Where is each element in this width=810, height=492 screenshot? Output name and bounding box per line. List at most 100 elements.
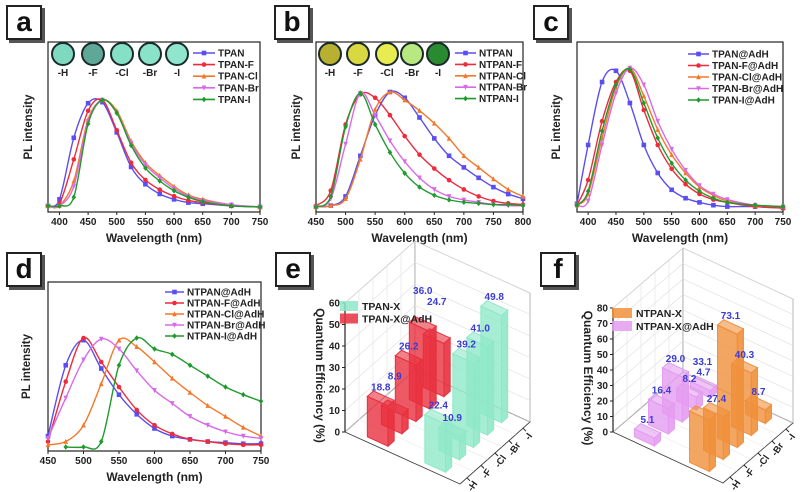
legend-item: NTPAN-Cl@AdH: [165, 310, 264, 321]
z-tick-label: 40: [329, 342, 341, 353]
series-NTPAN-F@AdH: [45, 335, 264, 448]
data-point: [205, 402, 211, 408]
data-point: [186, 198, 191, 203]
data-point: [387, 149, 393, 156]
chart-c: 400 450 500 550 600 650 700 750 Wavelength (nm) P…: [551, 41, 792, 245]
x-tick-label: 700: [223, 217, 240, 228]
data-point: [98, 336, 104, 342]
data-point: [171, 193, 177, 199]
data-point: [431, 192, 437, 199]
series-TPAN-F: [45, 97, 263, 210]
data-point: [240, 391, 246, 398]
data-point: [641, 93, 647, 99]
bar-NTPAN-X--H: [688, 405, 717, 473]
series-line: [576, 67, 784, 208]
z-tick-label: 50: [329, 320, 341, 331]
data-point: [134, 335, 140, 341]
panel-label-f: f: [540, 252, 576, 287]
data-point: [57, 197, 62, 202]
category-label: -I: [523, 431, 535, 442]
data-point: [491, 198, 496, 204]
legend-marker: [696, 51, 701, 57]
gridline: [612, 294, 794, 355]
bar-value-label: 8.7: [752, 387, 766, 398]
category-label: -Br: [507, 440, 524, 458]
data-point: [655, 118, 661, 124]
data-point: [417, 107, 422, 113]
plot-frame: [315, 41, 524, 213]
legend-item: NTPAN@AdH: [165, 288, 251, 299]
legend-label: TPAN: [218, 49, 244, 60]
data-point: [169, 431, 175, 437]
legend-item: TPAN-X@AdH: [340, 313, 432, 326]
plot-frame: [576, 41, 784, 213]
data-point: [599, 118, 605, 124]
bar-value-label: 5.1: [641, 415, 655, 426]
legend-marker: [696, 86, 701, 92]
x-tick-label: 650: [719, 217, 736, 228]
data-point: [461, 187, 467, 192]
inset-photo: -Br: [138, 42, 162, 79]
data-point: [627, 100, 633, 106]
panel-label-c: c: [533, 5, 569, 40]
legend-marker: [201, 96, 207, 103]
x-tick-label: 750: [485, 217, 502, 228]
x-tick-label: 650: [182, 456, 199, 467]
legend-label: NTPAN-Br@AdH: [187, 321, 265, 332]
data-point: [240, 424, 246, 430]
data-point: [585, 188, 591, 194]
z-axis-label: Quantum Efficiency (%): [313, 308, 327, 443]
data-point: [372, 106, 378, 112]
legend-marker: [696, 74, 701, 80]
legend-label: NTPAN-X: [636, 308, 682, 320]
inset-photo: -Br: [400, 42, 424, 79]
category-tick: [729, 476, 734, 481]
data-point: [655, 142, 661, 148]
data-point: [240, 433, 246, 439]
data-point: [599, 142, 605, 148]
z-tick-label: 0: [602, 428, 608, 439]
data-point: [186, 194, 191, 200]
bar-value-label: 29.0: [666, 354, 686, 365]
legend-item: NTPAN-Cl: [455, 71, 526, 82]
data-point: [655, 170, 661, 176]
data-point: [446, 177, 452, 183]
series-NTPAN-Cl@AdH: [45, 337, 264, 448]
series-TPAN-I@AdH: [574, 66, 786, 210]
legend-label: TPAN-F@AdH: [712, 61, 778, 72]
data-point: [402, 159, 408, 165]
bar-value-label: 73.1: [721, 311, 741, 322]
category-label: -I: [786, 432, 798, 443]
inset-label: -Br: [143, 68, 158, 79]
data-point: [343, 124, 348, 130]
data-point: [128, 164, 134, 170]
data-point: [476, 200, 481, 207]
inset-label: -Br: [405, 68, 420, 79]
bar-TPAN-X--Cl: [451, 347, 481, 449]
category-label: -Cl: [756, 453, 772, 470]
z-tick-label: 30: [329, 363, 341, 374]
data-point: [63, 379, 69, 384]
data-point: [223, 429, 228, 435]
data-point: [187, 362, 193, 369]
data-point: [655, 135, 661, 141]
data-point: [358, 90, 363, 96]
x-tick-label: 750: [252, 217, 269, 228]
data-point: [98, 438, 104, 445]
series-TPAN-Br: [45, 97, 263, 210]
bar-front-face: [387, 399, 395, 448]
data-point: [725, 199, 730, 206]
bar-value-label: 27.4: [707, 394, 727, 405]
data-point: [116, 362, 122, 369]
data-point: [187, 437, 193, 442]
data-point: [599, 79, 605, 85]
category-label: -F: [480, 467, 494, 481]
data-point: [461, 199, 467, 205]
x-tick-label: 700: [747, 217, 764, 228]
data-point: [613, 68, 619, 74]
plot-frame: [47, 41, 261, 213]
legend-marker: [172, 289, 177, 295]
bar-TPAN-X@AdH--H: [366, 390, 396, 448]
